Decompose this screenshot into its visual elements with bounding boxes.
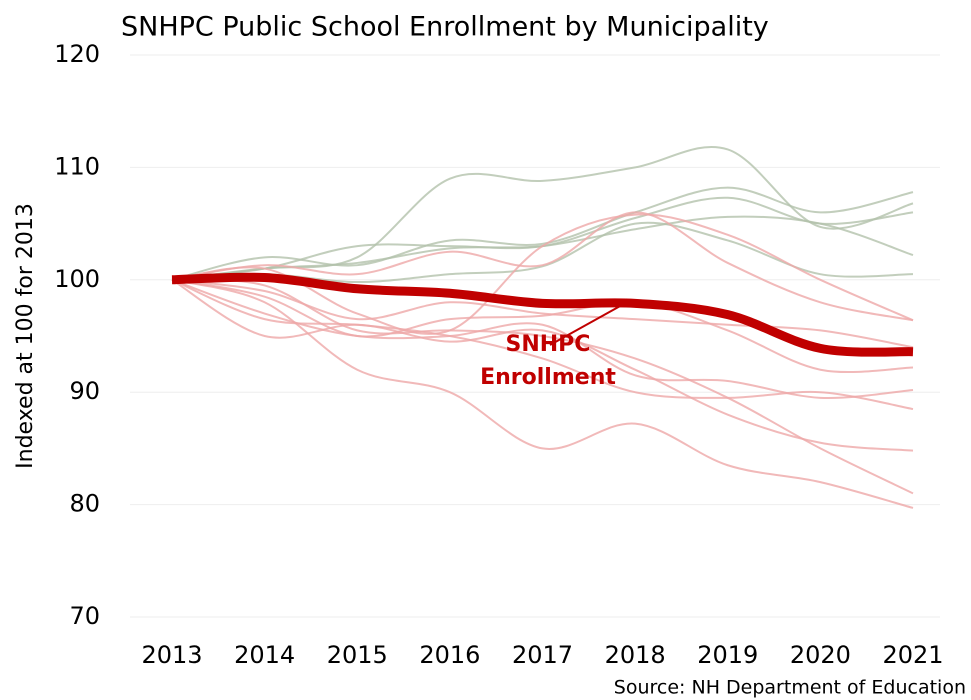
municipality-line [171,278,914,374]
y-axis-label: Indexed at 100 for 2013 [13,203,38,469]
x-tick-label: 2019 [697,641,758,669]
main-line [171,272,914,357]
x-tick-label: 2014 [234,641,295,669]
source: Source: NH Department of Education [614,677,966,699]
municipality-line [171,278,914,452]
annotation: SNHPC Enrollment [480,332,616,390]
y-tick-label: 110 [54,152,100,180]
x-tick-label: 2016 [419,641,480,669]
municipality-line [171,278,914,509]
municipality-line [171,186,914,281]
y-tick-label: 100 [54,265,100,293]
annotation-pointer [549,304,623,346]
x-tick-label: 2013 [141,641,202,669]
x-tick-label: 2021 [882,641,943,669]
municipality-line [171,221,914,284]
y-tick-label: 70 [69,602,100,630]
chart-title: SNHPC Public School Enrollment by Munici… [121,12,769,43]
municipality-line [171,278,914,495]
x-tick-label: 2017 [512,641,573,669]
y-tick-label: 80 [69,490,100,518]
municipality-line [171,278,914,411]
y-tick-label: 90 [69,377,100,405]
municipality-line [171,211,914,322]
municipality-line [171,278,914,349]
x-tick-label: 2015 [327,641,388,669]
municipality-line [171,145,914,281]
y-tick-label: 120 [54,40,100,68]
x-tick-label: 2020 [790,641,851,669]
x-tick-label: 2018 [605,641,666,669]
